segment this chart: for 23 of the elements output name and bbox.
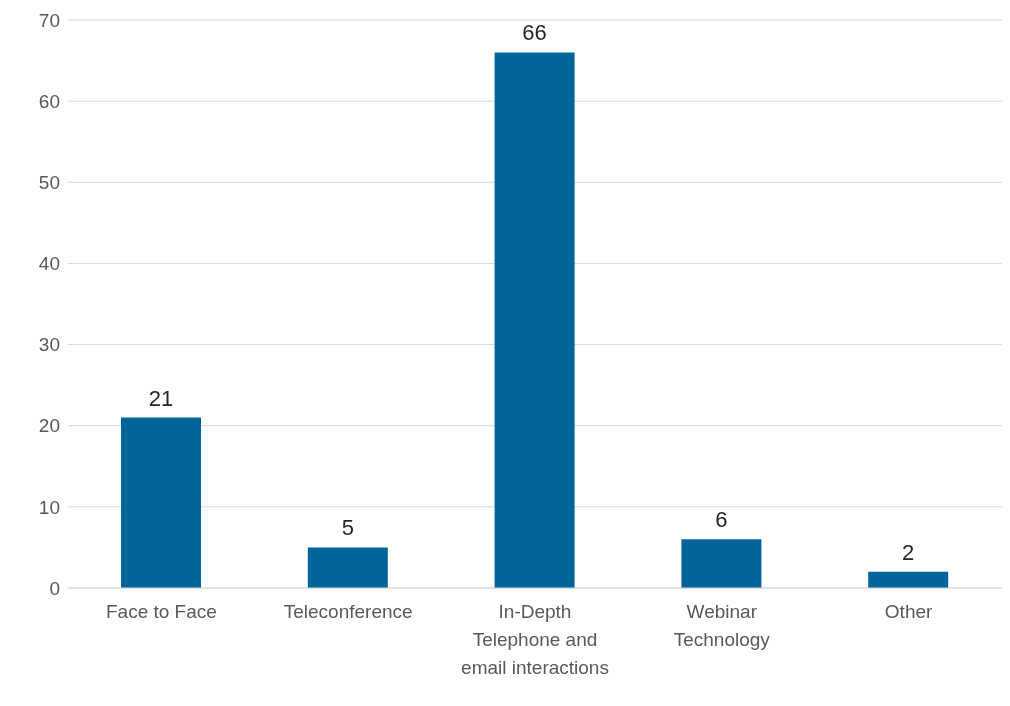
bar bbox=[681, 539, 762, 588]
bar bbox=[868, 571, 949, 588]
y-tick-label: 10 bbox=[38, 496, 60, 518]
x-tick-label: In-Depth Telephone and email interactions bbox=[461, 601, 609, 678]
x-tick-label: Teleconference bbox=[283, 601, 413, 622]
data-label: 2 bbox=[902, 539, 915, 565]
data-label: 6 bbox=[715, 507, 728, 533]
y-tick-label: 50 bbox=[38, 172, 60, 194]
x-tick-label: Other bbox=[884, 601, 934, 622]
bar bbox=[307, 547, 388, 588]
y-tick-label: 20 bbox=[38, 415, 60, 437]
y-tick-label: 40 bbox=[38, 253, 60, 275]
y-tick-label: 60 bbox=[38, 90, 60, 112]
y-tick-label: 30 bbox=[38, 334, 60, 356]
data-label: 66 bbox=[522, 20, 547, 46]
bar bbox=[121, 417, 201, 588]
data-label: 21 bbox=[148, 385, 174, 411]
bar bbox=[494, 52, 575, 588]
data-label: 5 bbox=[341, 515, 354, 541]
x-tick-label: Webinar Technology bbox=[673, 601, 771, 650]
y-tick-label: 0 bbox=[49, 577, 60, 599]
x-tick-label: Face to Face bbox=[105, 601, 217, 622]
y-tick-label: 70 bbox=[38, 9, 60, 31]
